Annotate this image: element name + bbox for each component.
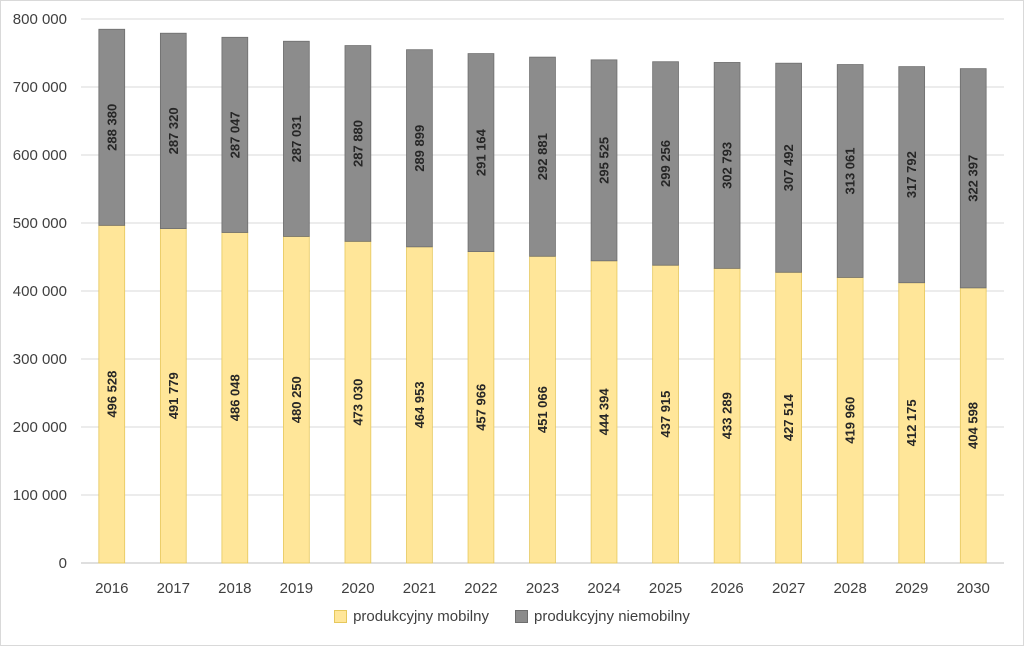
- x-tick-label: 2016: [95, 580, 128, 597]
- bar-niemobilny: [836, 64, 864, 278]
- y-tick-label: 300 000: [13, 351, 67, 368]
- data-label-niemobilny: 302 793: [720, 142, 735, 189]
- x-tick-label: 2020: [341, 580, 374, 597]
- bar-mobilny: [221, 232, 249, 564]
- data-label-niemobilny: 288 380: [104, 104, 119, 151]
- data-label-mobilny: 433 289: [720, 392, 735, 439]
- legend: produkcyjny mobilny produkcyjny niemobil…: [0, 608, 1024, 625]
- bar-niemobilny: [221, 36, 249, 233]
- data-label-niemobilny: 287 031: [289, 115, 304, 162]
- bar-niemobilny: [652, 61, 679, 266]
- bar-niemobilny: [344, 45, 372, 242]
- legend-label-mobilny: produkcyjny mobilny: [353, 608, 489, 625]
- y-tick-label: 100 000: [13, 487, 67, 504]
- data-label-niemobilny: 287 320: [166, 107, 181, 154]
- data-label-mobilny: 451 066: [535, 386, 550, 433]
- bar-niemobilny: [467, 53, 495, 252]
- data-label-niemobilny: 322 397: [966, 155, 981, 202]
- bar-mobilny: [590, 260, 618, 564]
- data-label-niemobilny: 289 899: [412, 125, 427, 172]
- bar-mobilny: [713, 267, 741, 564]
- x-tick-label: 2027: [772, 580, 805, 597]
- bar-niemobilny: [775, 62, 802, 273]
- x-tick-label: 2017: [157, 580, 190, 597]
- data-label-niemobilny: 292 881: [535, 133, 550, 180]
- data-label-niemobilny: 307 492: [781, 144, 796, 191]
- x-tick-label: 2025: [649, 580, 682, 597]
- legend-swatch-mobilny: [334, 610, 348, 623]
- y-tick-label: 0: [59, 555, 67, 572]
- data-label-mobilny: 457 966: [473, 384, 488, 431]
- bar-niemobilny: [529, 56, 556, 257]
- x-tick-label: 2023: [526, 580, 559, 597]
- bar-mobilny: [652, 264, 679, 564]
- data-label-mobilny: 486 048: [227, 374, 242, 421]
- bar-niemobilny: [898, 66, 926, 284]
- data-label-mobilny: 404 598: [966, 402, 981, 449]
- data-label-mobilny: 480 250: [289, 376, 304, 423]
- bar-niemobilny: [159, 32, 187, 229]
- bar-mobilny: [898, 282, 926, 564]
- bar-niemobilny: [406, 49, 433, 248]
- legend-item-mobilny: produkcyjny mobilny: [334, 608, 489, 625]
- bar-mobilny: [529, 255, 556, 564]
- bar-mobilny: [98, 224, 126, 564]
- y-tick-label: 800 000: [13, 11, 67, 28]
- data-label-mobilny: 427 514: [781, 393, 796, 441]
- data-label-niemobilny: 295 525: [597, 137, 612, 184]
- y-tick-label: 700 000: [13, 79, 67, 96]
- bar-mobilny: [344, 240, 372, 564]
- data-label-niemobilny: 317 792: [904, 151, 919, 198]
- x-tick-label: 2026: [710, 580, 743, 597]
- data-label-niemobilny: 287 880: [350, 120, 365, 167]
- data-label-niemobilny: 291 164: [473, 128, 488, 176]
- bar-niemobilny: [959, 68, 987, 289]
- data-label-mobilny: 464 953: [412, 381, 427, 428]
- x-tick-label: 2022: [464, 580, 497, 597]
- bar-mobilny: [959, 287, 987, 564]
- y-tick-label: 500 000: [13, 215, 67, 232]
- legend-label-niemobilny: produkcyjny niemobilny: [533, 608, 690, 625]
- bar-mobilny: [836, 277, 864, 564]
- bar-niemobilny: [713, 62, 741, 269]
- y-tick-label: 200 000: [13, 419, 67, 436]
- x-tick-label: 2029: [895, 580, 928, 597]
- x-tick-label: 2024: [587, 580, 620, 597]
- bar-niemobilny: [98, 28, 126, 226]
- x-tick-label: 2028: [833, 580, 866, 597]
- data-label-mobilny: 491 779: [166, 372, 181, 419]
- x-tick-label: 2021: [403, 580, 436, 597]
- data-label-niemobilny: 313 061: [843, 147, 858, 194]
- x-tick-label: 2019: [280, 580, 313, 597]
- data-label-mobilny: 412 175: [904, 399, 919, 446]
- y-tick-label: 400 000: [13, 283, 67, 300]
- bar-mobilny: [775, 271, 802, 564]
- x-tick-label: 2018: [218, 580, 251, 597]
- legend-swatch-niemobilny: [514, 610, 528, 623]
- y-tick-label: 600 000: [13, 147, 67, 164]
- legend-item-niemobilny: produkcyjny niemobilny: [514, 608, 690, 625]
- bar-niemobilny: [590, 59, 618, 262]
- data-label-mobilny: 444 394: [597, 388, 612, 436]
- data-label-niemobilny: 287 047: [227, 111, 242, 158]
- data-label-mobilny: 473 030: [350, 379, 365, 426]
- x-tick-label: 2030: [957, 580, 990, 597]
- bar-niemobilny: [283, 40, 310, 237]
- data-label-mobilny: 496 528: [104, 371, 119, 418]
- data-label-niemobilny: 299 256: [658, 140, 673, 187]
- data-label-mobilny: 437 915: [658, 391, 673, 438]
- data-label-mobilny: 419 960: [843, 397, 858, 444]
